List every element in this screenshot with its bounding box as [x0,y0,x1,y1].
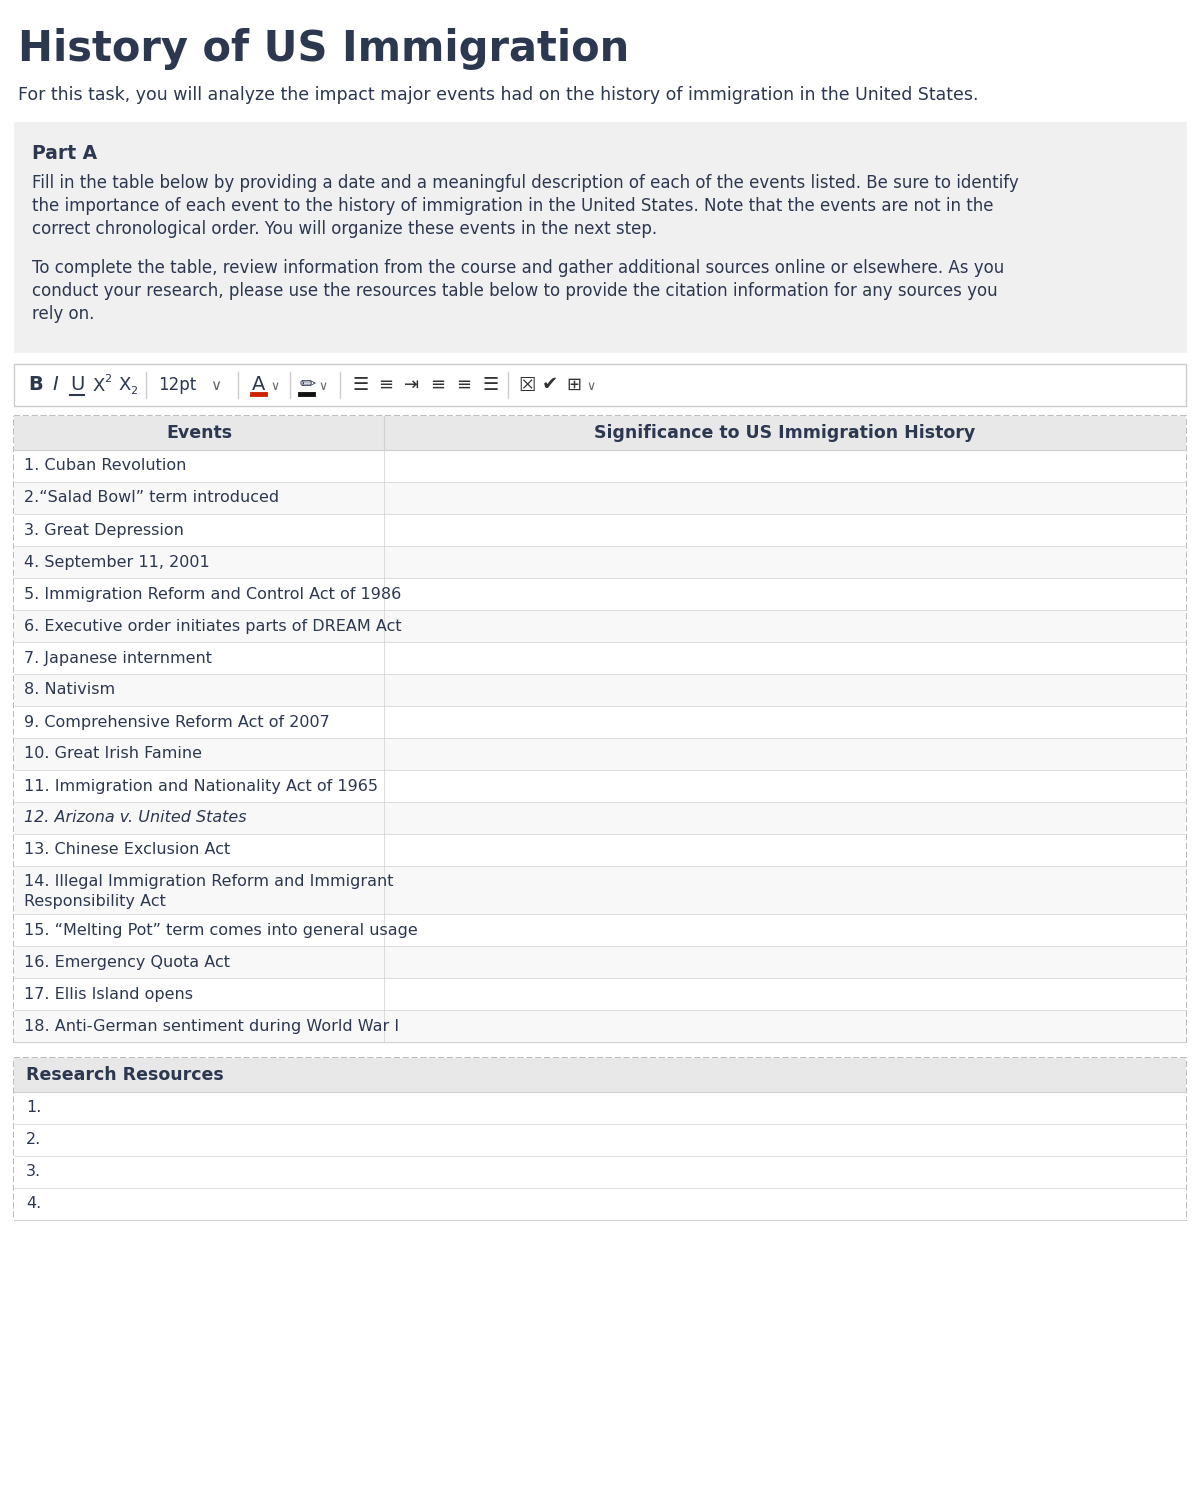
Bar [14,914,1186,947]
Text: ⇥: ⇥ [404,376,419,394]
Bar [14,801,1186,834]
Text: ✏: ✏ [300,374,317,394]
Bar [14,643,1186,674]
Text: To complete the table, review information from the course and gather additional : To complete the table, review informatio… [32,259,1004,277]
Text: 2: 2 [104,374,112,383]
Bar [14,449,1186,482]
Bar [14,1010,1186,1043]
Bar [14,834,1186,866]
Text: 11. Immigration and Nationality Act of 1965: 11. Immigration and Nationality Act of 1… [24,779,378,794]
Bar [14,739,1186,770]
Text: 15. “Melting Pot” term comes into general usage: 15. “Melting Pot” term comes into genera… [24,923,418,938]
Text: History of US Immigration: History of US Immigration [18,28,629,70]
Text: ≡: ≡ [378,376,394,394]
Bar [14,514,1186,545]
Bar [14,1188,1186,1219]
Text: For this task, you will analyze the impact major events had on the history of im: For this task, you will analyze the impa… [18,85,978,103]
Bar [14,1124,1186,1156]
Text: 4. September 11, 2001: 4. September 11, 2001 [24,554,210,569]
Text: 12pt: 12pt [158,376,197,394]
Text: 16. Emergency Quota Act: 16. Emergency Quota Act [24,954,230,969]
Bar [14,121,1186,352]
Text: 7. Japanese internment: 7. Japanese internment [24,650,212,665]
Text: ✔: ✔ [542,376,558,394]
Text: 1. Cuban Revolution: 1. Cuban Revolution [24,458,186,473]
Text: Events: Events [166,424,232,442]
Text: ∨: ∨ [586,379,595,392]
Bar [14,482,1186,514]
Text: ≡: ≡ [456,376,472,394]
Text: Significance to US Immigration History: Significance to US Immigration History [594,424,976,442]
Bar [14,706,1186,739]
Text: Research Resources: Research Resources [26,1067,223,1085]
Text: Part A: Part A [32,144,97,163]
Bar [14,866,1186,914]
Text: ∨: ∨ [270,379,280,392]
Text: ∨: ∨ [318,379,328,392]
Text: ☰: ☰ [482,376,498,394]
Bar [14,947,1186,978]
Text: the importance of each event to the history of immigration in the United States.: the importance of each event to the hist… [32,198,994,216]
Text: ☒: ☒ [518,376,535,394]
Text: 18. Anti-German sentiment during World War I: 18. Anti-German sentiment during World W… [24,1019,400,1034]
Text: 9. Comprehensive Reform Act of 2007: 9. Comprehensive Reform Act of 2007 [24,715,330,730]
Text: Fill in the table below by providing a date and a meaningful description of each: Fill in the table below by providing a d… [32,174,1019,192]
Text: 6. Executive order initiates parts of DREAM Act: 6. Executive order initiates parts of DR… [24,619,402,634]
Text: ☰: ☰ [352,376,368,394]
Text: ≡: ≡ [430,376,445,394]
Text: A: A [252,374,265,394]
Text: conduct your research, please use the resources table below to provide the citat: conduct your research, please use the re… [32,282,997,300]
Text: 1.: 1. [26,1101,41,1116]
Bar [14,978,1186,1010]
Text: 10. Great Irish Famine: 10. Great Irish Famine [24,746,202,761]
Bar [14,1058,1186,1092]
Bar [14,416,1186,1043]
Text: correct chronological order. You will organize these events in the next step.: correct chronological order. You will or… [32,220,658,238]
Text: U: U [70,376,84,394]
Text: 2.: 2. [26,1132,41,1147]
Bar [14,364,1186,406]
Bar [14,416,1186,449]
Bar [14,674,1186,706]
Bar [14,545,1186,578]
Text: X: X [118,376,131,394]
Bar [14,1092,1186,1124]
Bar [14,770,1186,801]
Text: 8. Nativism: 8. Nativism [24,683,115,698]
Text: 2: 2 [130,386,137,395]
Bar [14,1058,1186,1219]
Text: B: B [28,376,43,394]
Bar [14,1156,1186,1188]
Text: ⊞: ⊞ [566,376,581,394]
Text: 5. Immigration Reform and Control Act of 1986: 5. Immigration Reform and Control Act of… [24,587,401,602]
Text: 3. Great Depression: 3. Great Depression [24,523,184,538]
Bar [14,610,1186,643]
Text: I: I [52,376,58,394]
Text: 14. Illegal Immigration Reform and Immigrant: 14. Illegal Immigration Reform and Immig… [24,873,394,888]
Text: ∨: ∨ [210,379,221,394]
Text: 13. Chinese Exclusion Act: 13. Chinese Exclusion Act [24,842,230,857]
Text: X: X [92,377,104,395]
Text: Responsibility Act: Responsibility Act [24,894,166,909]
Text: 3.: 3. [26,1164,41,1179]
Text: rely on.: rely on. [32,306,95,324]
Text: 4.: 4. [26,1197,41,1212]
Text: 17. Ellis Island opens: 17. Ellis Island opens [24,987,193,1002]
Bar [14,578,1186,610]
Text: 12. Arizona v. United States: 12. Arizona v. United States [24,810,247,825]
Text: 2.“Salad Bowl” term introduced: 2.“Salad Bowl” term introduced [24,490,280,505]
